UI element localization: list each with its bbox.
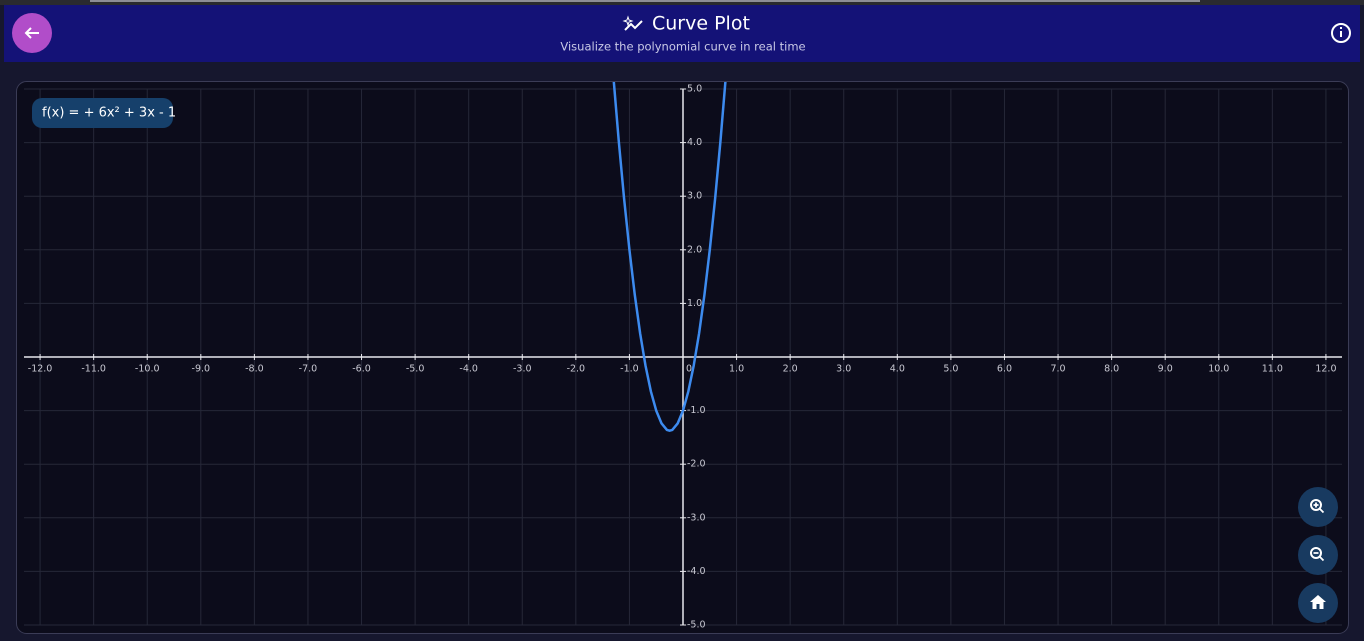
x-tick-label: 4.0 [890,364,905,375]
x-tick-label: 0 [686,364,692,375]
y-tick-label: -5.0 [687,620,706,631]
zoom-out-button[interactable] [1298,535,1338,575]
x-tick-label: -1.0 [620,364,639,375]
x-tick-label: 1.0 [729,364,744,375]
y-tick-label: -1.0 [687,405,706,416]
x-tick-label: -8.0 [245,364,264,375]
x-tick-label: 10.0 [1208,364,1229,375]
header [4,5,1360,62]
x-tick-label: 6.0 [997,364,1012,375]
x-tick-label: -3.0 [513,364,532,375]
title: Curve Plot [652,13,750,35]
back-button[interactable] [12,13,52,53]
info-button[interactable] [1331,23,1351,43]
x-tick-label: 12.0 [1315,364,1336,375]
y-tick-label: 4.0 [687,137,702,148]
y-tick-label: 5.0 [687,84,702,95]
x-tick-label: 8.0 [1104,364,1119,375]
y-tick-label: -2.0 [687,459,706,470]
x-tick-label: 5.0 [943,364,958,375]
y-tick-label: 3.0 [687,191,702,202]
curve [612,82,728,432]
x-tick-label: -9.0 [192,364,211,375]
y-tick-label: 1.0 [687,298,702,309]
zoom-in-button[interactable] [1298,487,1338,527]
x-tick-label: 9.0 [1158,364,1173,375]
x-tick-label: -4.0 [459,364,478,375]
formula: f(x) = + 6x² + 3x - 1 [42,106,176,121]
y-tick-label: -4.0 [687,566,706,577]
x-tick-label: -12.0 [28,364,53,375]
x-tick-label: -5.0 [406,364,425,375]
x-tick-label: -7.0 [299,364,318,375]
subtitle: Visualize the polynomial curve in real t… [560,40,805,54]
top-strip [0,0,1364,5]
x-tick-label: -6.0 [352,364,371,375]
formula-badge [32,98,173,128]
x-tick-label: 2.0 [783,364,798,375]
y-tick-label: -3.0 [687,512,706,523]
x-tick-label: 11.0 [1262,364,1283,375]
x-tick-label: -11.0 [81,364,106,375]
x-tick-label: 3.0 [836,364,851,375]
x-tick-label: -10.0 [135,364,160,375]
home-button[interactable] [1298,583,1338,623]
x-tick-label: -2.0 [567,364,586,375]
y-tick-label: 2.0 [687,244,702,255]
x-tick-label: 7.0 [1050,364,1065,375]
scroll-bar [90,0,1200,2]
title-icon [622,15,643,31]
